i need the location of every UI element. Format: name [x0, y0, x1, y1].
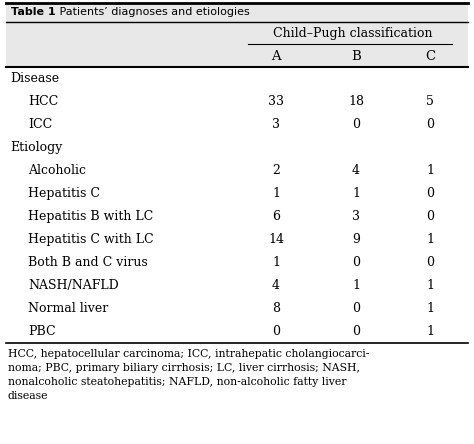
Text: HCC: HCC — [28, 95, 58, 108]
Text: noma; PBC, primary biliary cirrhosis; LC, liver cirrhosis; NASH,: noma; PBC, primary biliary cirrhosis; LC… — [8, 363, 360, 373]
Text: 1: 1 — [426, 302, 434, 315]
Text: 9: 9 — [352, 233, 360, 246]
Text: 0: 0 — [272, 325, 280, 338]
Text: 1: 1 — [426, 325, 434, 338]
Text: 0: 0 — [352, 256, 360, 269]
Text: 0: 0 — [352, 325, 360, 338]
Text: 0: 0 — [352, 118, 360, 131]
Text: 1: 1 — [272, 187, 280, 200]
Text: C: C — [425, 50, 435, 63]
Text: B: B — [351, 50, 361, 63]
Bar — [6, 22, 468, 67]
Text: 14: 14 — [268, 233, 284, 246]
Text: NASH/NAFLD: NASH/NAFLD — [28, 279, 119, 292]
Text: Etiology: Etiology — [10, 141, 63, 154]
Text: 1: 1 — [426, 279, 434, 292]
Text: Hepatitis C with LC: Hepatitis C with LC — [28, 233, 154, 246]
Bar — [6, 67, 468, 343]
Text: disease: disease — [8, 391, 48, 401]
Text: 1: 1 — [426, 233, 434, 246]
Text: 4: 4 — [272, 279, 280, 292]
Text: 0: 0 — [352, 302, 360, 315]
Text: 0: 0 — [426, 210, 434, 223]
Text: 1: 1 — [352, 187, 360, 200]
Text: Patients’ diagnoses and etiologies: Patients’ diagnoses and etiologies — [49, 8, 250, 17]
Text: Disease: Disease — [10, 72, 59, 85]
Text: ICC: ICC — [28, 118, 52, 131]
Text: 1: 1 — [272, 256, 280, 269]
Text: A: A — [271, 50, 281, 63]
Text: Hepatitis C: Hepatitis C — [28, 187, 100, 200]
Text: Hepatitis B with LC: Hepatitis B with LC — [28, 210, 153, 223]
Text: 0: 0 — [426, 256, 434, 269]
Text: 4: 4 — [352, 164, 360, 177]
Text: Alcoholic: Alcoholic — [28, 164, 86, 177]
Text: Both B and C virus: Both B and C virus — [28, 256, 148, 269]
Text: 2: 2 — [272, 164, 280, 177]
Text: 6: 6 — [272, 210, 280, 223]
Text: nonalcoholic steatohepatitis; NAFLD, non-alcoholic fatty liver: nonalcoholic steatohepatitis; NAFLD, non… — [8, 377, 346, 387]
Bar — [6, 3, 468, 22]
Text: 8: 8 — [272, 302, 280, 315]
Text: PBC: PBC — [28, 325, 55, 338]
Text: HCC, hepatocellular carcinoma; ICC, intrahepatic cholangiocarci-: HCC, hepatocellular carcinoma; ICC, intr… — [8, 349, 369, 359]
Text: 1: 1 — [426, 164, 434, 177]
Text: 3: 3 — [352, 210, 360, 223]
Text: Child–Pugh classification: Child–Pugh classification — [273, 28, 433, 40]
Text: 18: 18 — [348, 95, 364, 108]
Text: Table 1: Table 1 — [11, 8, 55, 17]
Text: Normal liver: Normal liver — [28, 302, 108, 315]
Text: 5: 5 — [426, 95, 434, 108]
Text: 0: 0 — [426, 118, 434, 131]
Text: 3: 3 — [272, 118, 280, 131]
Text: 0: 0 — [426, 187, 434, 200]
Text: 33: 33 — [268, 95, 284, 108]
Text: 1: 1 — [352, 279, 360, 292]
